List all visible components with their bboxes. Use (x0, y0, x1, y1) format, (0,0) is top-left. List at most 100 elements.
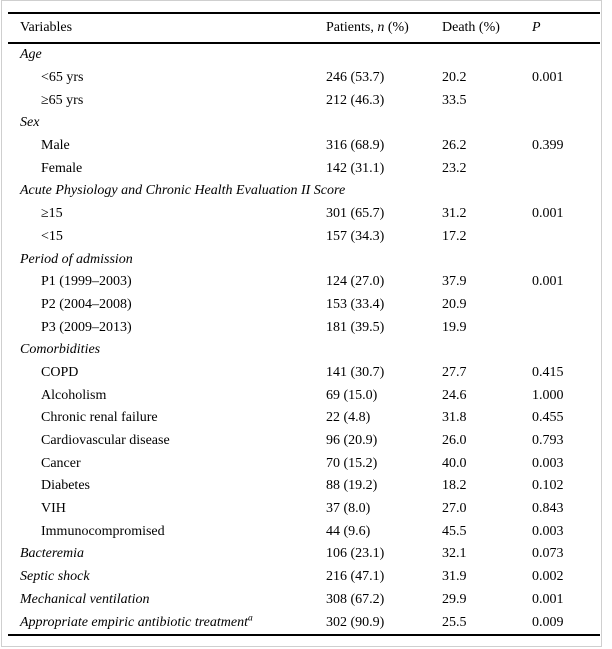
death-cell: 20.9 (442, 296, 467, 312)
table-row: Age (8, 43, 600, 67)
death-cell: 32.1 (442, 546, 467, 562)
death-cell (442, 180, 532, 203)
variable-cell: Female (41, 160, 83, 176)
patients-cell: 124 (27.0) (326, 274, 385, 290)
death-cell: 20.2 (442, 70, 467, 86)
variable-cell: Appropriate empiric antibiotic treatment… (20, 612, 253, 630)
patients-cell: 22 (4.8) (326, 410, 371, 426)
patients-cell: 141 (30.7) (326, 364, 385, 380)
table-row: Period of admission (8, 248, 600, 271)
variable-cell: ≥65 yrs (41, 92, 84, 108)
variable-cell: Age (20, 47, 42, 63)
header-p-label: P (532, 20, 541, 35)
patients-cell: 142 (31.1) (326, 160, 385, 176)
death-cell (442, 248, 532, 271)
table-row: P1 (1999–2003) 124 (27.0) 37.9 0.001 (8, 271, 600, 294)
table-row: Septic shock 216 (47.1) 31.9 0.002 (8, 566, 600, 589)
variable-cell: P1 (1999–2003) (41, 274, 132, 290)
table-header: Variables Patients, n (%) Death (%) P (8, 13, 600, 44)
p-cell: 0.009 (532, 614, 564, 630)
patients-cell: 246 (53.7) (326, 70, 385, 86)
p-cell (532, 180, 600, 203)
death-cell (442, 339, 532, 362)
table-row: ≥65 yrs 212 (46.3) 33.5 (8, 89, 600, 112)
header-patients-prefix: Patients, (326, 20, 378, 35)
patients-cell: 37 (8.0) (326, 501, 371, 517)
variable-cell: P2 (2004–2008) (41, 296, 132, 312)
death-cell: 19.9 (442, 319, 467, 335)
p-cell: 0.102 (532, 478, 564, 494)
p-cell: 0.001 (532, 274, 564, 290)
patients-cell (326, 43, 442, 67)
p-cell: 0.843 (532, 501, 564, 517)
death-cell: 27.7 (442, 364, 467, 380)
p-cell: 0.003 (532, 523, 564, 539)
variable-cell: Acute Physiology and Chronic Health Eval… (20, 183, 346, 199)
table-row: P2 (2004–2008) 153 (33.4) 20.9 (8, 294, 600, 317)
variable-cell: Sex (20, 115, 40, 131)
patients-cell: 181 (39.5) (326, 319, 385, 335)
p-cell (532, 43, 600, 67)
variable-cell: <65 yrs (41, 70, 84, 86)
p-cell (532, 248, 600, 271)
variable-cell: Bacteremia (20, 546, 85, 562)
patients-cell: 316 (68.9) (326, 138, 385, 154)
patients-cell: 216 (47.1) (326, 569, 385, 585)
variable-cell: ≥15 (41, 206, 63, 222)
variable-cell: Diabetes (41, 478, 90, 494)
death-cell (442, 112, 532, 135)
variable-cell: Cancer (41, 455, 81, 471)
patients-cell (326, 112, 442, 135)
variable-cell: Period of admission (20, 251, 133, 267)
patients-cell: 88 (19.2) (326, 478, 378, 494)
p-cell: 0.455 (532, 410, 564, 426)
death-cell: 18.2 (442, 478, 467, 494)
table-row: Diabetes 88 (19.2) 18.2 0.102 (8, 475, 600, 498)
variable-cell: <15 (41, 228, 63, 244)
p-cell: 0.415 (532, 364, 564, 380)
p-cell (532, 226, 600, 249)
variable-cell: Comorbidities (20, 342, 101, 358)
p-cell: 0.002 (532, 569, 564, 585)
death-cell: 31.8 (442, 410, 467, 426)
variable-cell: Cardiovascular disease (41, 433, 170, 449)
death-cell: 27.0 (442, 501, 467, 517)
death-cell: 26.2 (442, 138, 467, 154)
patients-cell (326, 248, 442, 271)
header-death-label: Death (%) (442, 20, 500, 35)
variable-cell: Mechanical ventilation (20, 591, 150, 607)
variable-cell: COPD (41, 364, 79, 380)
variable-cell: Alcoholism (41, 387, 107, 403)
p-cell: 0.399 (532, 138, 564, 154)
p-cell (532, 112, 600, 135)
table-row: VIH 37 (8.0) 27.0 0.843 (8, 498, 600, 521)
table-row: Chronic renal failure 22 (4.8) 31.8 0.455 (8, 407, 600, 430)
header-patients-n: n (377, 20, 385, 35)
death-cell: 45.5 (442, 523, 467, 539)
p-cell (532, 339, 600, 362)
table-row: Male 316 (68.9) 26.2 0.399 (8, 135, 600, 158)
table-row: Alcoholism 69 (15.0) 24.6 1.000 (8, 384, 600, 407)
patients-cell: 96 (20.9) (326, 433, 378, 449)
patients-cell: 212 (46.3) (326, 92, 385, 108)
p-cell: 1.000 (532, 387, 564, 403)
variable-cell: VIH (41, 501, 66, 517)
footnote-marker: a (248, 612, 253, 623)
patients-cell: 153 (33.4) (326, 296, 385, 312)
header-death: Death (%) (442, 13, 532, 44)
table-row: Bacteremia 106 (23.1) 32.1 0.073 (8, 543, 600, 566)
patients-cell: 69 (15.0) (326, 387, 378, 403)
death-cell: 23.2 (442, 160, 467, 176)
table-row: Cancer 70 (15.2) 40.0 0.003 (8, 452, 600, 475)
header-patients-suffix: (%) (384, 20, 409, 35)
table-row: <15 157 (34.3) 17.2 (8, 226, 600, 249)
patients-cell: 106 (23.1) (326, 546, 385, 562)
p-cell: 0.073 (532, 546, 564, 562)
patients-cell (326, 339, 442, 362)
patients-cell: 70 (15.2) (326, 455, 378, 471)
variable-cell: Chronic renal failure (41, 410, 158, 426)
table-row: Appropriate empiric antibiotic treatment… (8, 611, 600, 635)
table-row: COPD 141 (30.7) 27.7 0.415 (8, 362, 600, 385)
table-row: <65 yrs 246 (53.7) 20.2 0.001 (8, 67, 600, 90)
death-cell: 31.2 (442, 206, 467, 222)
